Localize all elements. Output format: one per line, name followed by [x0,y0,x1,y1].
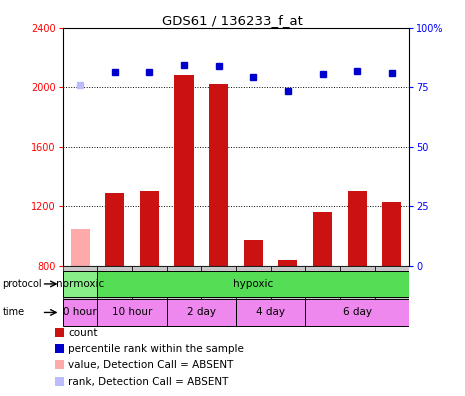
Bar [382,202,401,266]
Bar [271,266,305,319]
Text: rank, Detection Call = ABSENT: rank, Detection Call = ABSENT [68,377,228,386]
Bar [98,299,167,326]
Bar [236,299,305,326]
Text: GSM4176: GSM4176 [249,274,258,317]
Text: GSM1220: GSM1220 [179,274,188,317]
Text: percentile rank within the sample: percentile rank within the sample [68,344,244,354]
Text: GSM4182: GSM4182 [387,274,396,317]
Bar [340,266,374,319]
Text: 6 day: 6 day [343,307,372,318]
Bar [63,266,98,319]
Bar [201,266,236,319]
Text: GSM1217: GSM1217 [145,274,154,317]
Text: GSM1231: GSM1231 [110,274,119,317]
Bar [209,84,228,266]
Bar [132,266,166,319]
Bar [236,266,271,319]
Text: GSM4179: GSM4179 [353,274,362,317]
Text: normoxic: normoxic [56,279,104,289]
Bar [105,193,124,266]
Text: value, Detection Call = ABSENT: value, Detection Call = ABSENT [68,360,233,370]
Text: 0 hour: 0 hour [63,307,97,318]
Bar [244,240,263,266]
Bar [167,266,201,319]
Bar [63,299,98,326]
Text: hypoxic: hypoxic [233,279,273,289]
Bar [71,228,90,266]
Bar [348,191,367,266]
Bar [166,299,236,326]
Text: GDS61 / 136233_f_at: GDS61 / 136233_f_at [162,14,303,27]
Bar [375,266,409,319]
Bar [98,266,132,319]
Text: GSM1226: GSM1226 [318,274,327,317]
Bar [55,377,64,386]
Bar [140,191,159,266]
Bar [305,299,409,326]
Text: count: count [68,328,98,338]
Bar [55,344,64,353]
Bar [305,266,340,319]
Text: GSM1223: GSM1223 [284,274,292,317]
Bar [313,212,332,266]
Bar [55,360,64,369]
Bar [63,270,98,297]
Bar [279,260,298,266]
Text: GSM4173: GSM4173 [214,274,223,317]
Text: 2 day: 2 day [187,307,216,318]
Text: GSM1228: GSM1228 [76,274,85,317]
Bar [174,75,193,266]
Text: time: time [2,307,25,318]
Text: 10 hour: 10 hour [112,307,152,318]
Text: protocol: protocol [2,279,42,289]
Bar [55,328,64,337]
Text: 4 day: 4 day [256,307,285,318]
